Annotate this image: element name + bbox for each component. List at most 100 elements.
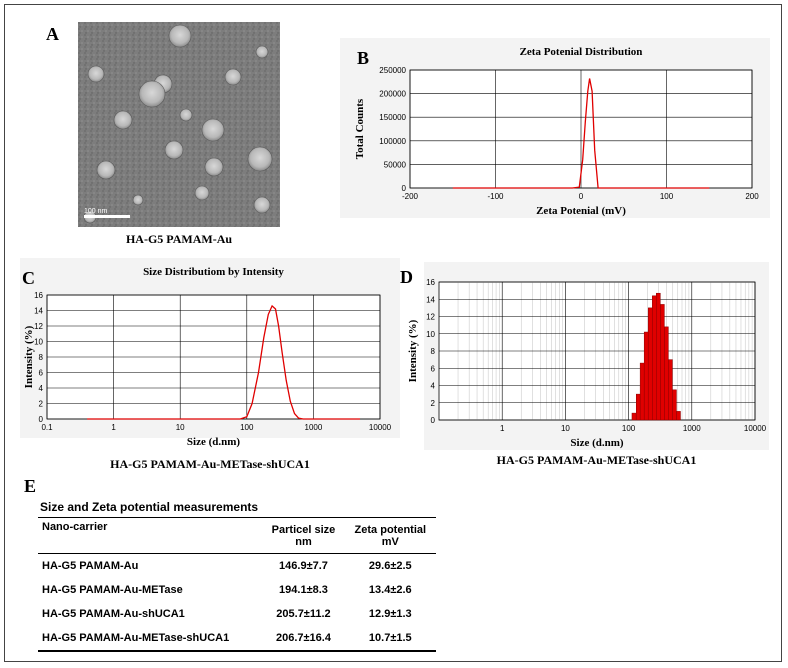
y-tick-label: 12 bbox=[34, 322, 43, 331]
y-axis-label: Intensity (%) bbox=[23, 325, 35, 388]
cell-size: 146.9±7.7 bbox=[279, 560, 328, 572]
cell-zeta: 12.9±1.3 bbox=[368, 608, 412, 620]
x-tick-label: 100 bbox=[660, 192, 674, 201]
y-tick-label: 6 bbox=[431, 364, 436, 373]
y-tick-label: 4 bbox=[431, 382, 436, 391]
y-tick-label: 10 bbox=[34, 338, 43, 347]
histogram-bar bbox=[660, 304, 665, 421]
series-line bbox=[87, 304, 360, 420]
y-tick-label: 200000 bbox=[379, 90, 406, 99]
y-tick-label: 150000 bbox=[379, 113, 406, 122]
header-zeta-unit: mV bbox=[381, 535, 399, 548]
x-tick-label: 10000 bbox=[744, 424, 767, 433]
x-tick-label: 200 bbox=[745, 192, 759, 201]
y-tick-label: 16 bbox=[426, 278, 435, 287]
panel-b-letter: B bbox=[357, 48, 370, 68]
header-zeta: Zeta potential mV bbox=[345, 518, 436, 554]
table-row: HA-G5 PAMAM-Au-METase 194.1±8.3 13.4±2.6 bbox=[38, 578, 436, 602]
y-tick-label: 4 bbox=[39, 384, 44, 393]
histogram-bar bbox=[647, 307, 653, 421]
y-tick-label: 14 bbox=[426, 295, 435, 304]
x-axis-label: Size (d.nm) bbox=[570, 437, 624, 449]
size-hist-chart: 1 10 100 1000 10000 0 2 4 6 8 10 12 14 16 Size (d.nm) I… bbox=[407, 278, 767, 449]
chart-title: Size Distributiom by Intensity bbox=[143, 266, 284, 278]
panel-c-caption: HA-G5 PAMAM-Au-METase-shUCA1 bbox=[110, 457, 310, 471]
x-tick-label: 0.1 bbox=[41, 423, 53, 432]
tem-image: 100 nm bbox=[78, 22, 280, 227]
x-axis-label: Zeta Potenial (mV) bbox=[536, 205, 626, 217]
cell-carrier: HA-G5 PAMAM-Au-METase-shUCA1 bbox=[42, 632, 230, 644]
y-tick-label: 250000 bbox=[379, 66, 406, 75]
header-nano-carrier: Nano-carrier bbox=[38, 518, 262, 554]
histogram-bar bbox=[639, 362, 645, 421]
x-tick-label: 10000 bbox=[369, 423, 392, 432]
y-tick-label: 0 bbox=[39, 415, 44, 424]
histogram-bar bbox=[631, 412, 637, 421]
x-tick-label: 1000 bbox=[305, 423, 323, 432]
measurements-table-block: Size and Zeta potential measurements Nan… bbox=[38, 500, 436, 652]
cell-carrier: HA-G5 PAMAM-Au-METase bbox=[42, 584, 183, 596]
histogram-bar bbox=[668, 359, 673, 421]
x-tick-label: 100 bbox=[240, 423, 254, 432]
series-line bbox=[452, 78, 710, 189]
scale-bar-label: 100 nm bbox=[84, 208, 108, 215]
y-tick-label: 16 bbox=[34, 291, 43, 300]
histogram-bar bbox=[656, 292, 661, 421]
measurements-table: Nano-carrier Particel size nm Zeta potent… bbox=[38, 518, 436, 652]
x-tick-label: 10 bbox=[561, 424, 570, 433]
cell-size: 205.7±11.2 bbox=[276, 608, 331, 620]
y-axis-label: Total Counts bbox=[354, 98, 366, 159]
x-tick-label: -100 bbox=[487, 192, 504, 201]
y-tick-label: 10 bbox=[426, 330, 435, 339]
cell-zeta: 10.7±1.5 bbox=[368, 632, 412, 644]
panel-d-letter: D bbox=[400, 267, 413, 287]
x-tick-label: -200 bbox=[402, 192, 419, 201]
y-tick-label: 6 bbox=[39, 369, 44, 378]
table-title: Size and Zeta potential measurements bbox=[38, 500, 436, 518]
cell-size: 206.7±16.4 bbox=[275, 632, 331, 644]
x-tick-label: 1000 bbox=[683, 424, 701, 433]
header-zeta-line1: Zeta potential bbox=[354, 523, 427, 536]
panel-e-letter: E bbox=[24, 476, 37, 496]
size-line-chart: 0.1 1 10 100 1000 10000 0 2 4 6 8 10 12 14 16 Size Dist… bbox=[23, 266, 392, 448]
x-tick-label: 100 bbox=[622, 424, 636, 433]
cell-zeta: 13.4±2.6 bbox=[368, 584, 412, 596]
panel-a-letter: A bbox=[46, 24, 59, 44]
y-tick-label: 2 bbox=[431, 399, 436, 408]
histogram-bar bbox=[652, 295, 657, 421]
y-tick-label: 8 bbox=[431, 347, 436, 356]
figure-frame bbox=[4, 4, 782, 662]
header-size-line1: Particel size bbox=[271, 523, 336, 536]
panel-c-letter: C bbox=[22, 268, 35, 288]
cell-size: 194.1±8.3 bbox=[279, 584, 328, 596]
table-header-row: Nano-carrier Particel size nm Zeta potent… bbox=[38, 518, 436, 554]
histogram-bar bbox=[672, 389, 677, 421]
histogram-bar bbox=[664, 326, 669, 421]
x-tick-label: 1 bbox=[500, 424, 505, 433]
y-tick-label: 100000 bbox=[379, 137, 406, 146]
tem-micrograph: 100 nm bbox=[78, 22, 280, 227]
y-axis-label: Intensity (%) bbox=[407, 319, 419, 382]
y-tick-label: 14 bbox=[34, 307, 43, 316]
histogram-bar bbox=[676, 411, 681, 421]
panel-d-caption: HA-G5 PAMAM-Au-METase-shUCA1 bbox=[496, 453, 697, 467]
zeta-chart: -200 -100 0 100 200 0 50000 100000 150000 200000 2… bbox=[354, 46, 759, 217]
header-size-unit: nm bbox=[295, 535, 312, 548]
histogram-bar bbox=[643, 331, 649, 421]
cell-zeta: 29.6±2.5 bbox=[368, 560, 412, 572]
chart-title: Zeta Potenial Distribution bbox=[520, 46, 643, 58]
y-tick-label: 12 bbox=[426, 313, 435, 322]
cell-carrier: HA-G5 PAMAM-Au-shUCA1 bbox=[42, 608, 185, 620]
x-tick-label: 1 bbox=[111, 423, 116, 432]
x-axis-label: Size (d.nm) bbox=[187, 436, 241, 448]
panel-a-caption: HA-G5 PAMAM-Au bbox=[125, 232, 233, 246]
table-row: HA-G5 PAMAM-Au-shUCA1 205.7±11.2 12.9±1.… bbox=[38, 602, 436, 626]
header-nano-carrier-text: Nano-carrier bbox=[42, 521, 108, 533]
histogram-bar bbox=[635, 393, 641, 421]
y-tick-label: 0 bbox=[402, 184, 407, 193]
x-tick-label: 0 bbox=[579, 192, 584, 201]
y-tick-label: 0 bbox=[431, 416, 436, 425]
y-tick-label: 2 bbox=[39, 400, 44, 409]
y-tick-label: 50000 bbox=[384, 160, 407, 169]
table-row: HA-G5 PAMAM-Au-METase-shUCA1 206.7±16.4 … bbox=[38, 626, 436, 651]
